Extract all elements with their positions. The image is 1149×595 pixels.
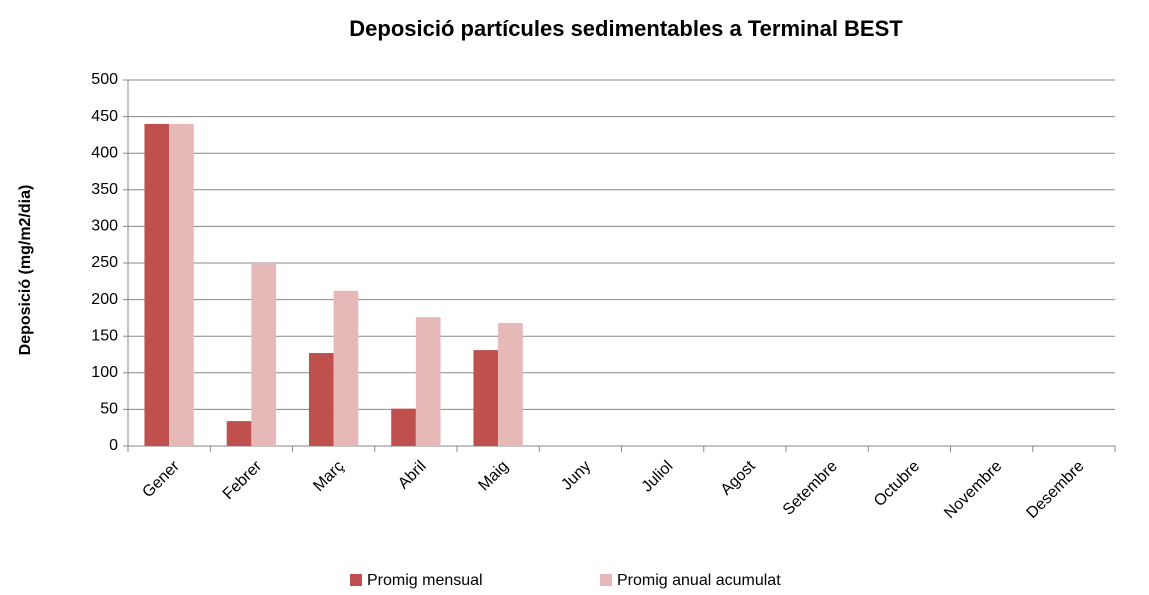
y-tick-label: 100	[91, 364, 118, 381]
bar	[308, 353, 334, 446]
y-tick-label: 200	[91, 291, 118, 308]
y-tick-label: 500	[91, 71, 118, 88]
y-tick-label: 250	[91, 254, 118, 271]
x-tick-label: Juliol	[639, 458, 677, 496]
bar	[391, 408, 416, 446]
x-tick-label: Setembre	[780, 458, 841, 519]
y-axis-title: Deposició (mg/m2/dia)	[17, 185, 34, 356]
x-tick-label: Desembre	[1023, 458, 1087, 522]
legend-label: Promig anual acumulat	[617, 572, 781, 589]
x-tick-label: Juny	[558, 458, 594, 494]
bar	[226, 421, 252, 446]
legend-label: Promig mensual	[367, 572, 483, 589]
legend-swatch	[350, 574, 362, 586]
x-tick-label: Març	[310, 458, 347, 495]
bar	[251, 263, 277, 446]
bar	[415, 317, 441, 446]
bar	[498, 323, 523, 446]
bar	[333, 290, 359, 446]
x-tick-label: Octubre	[871, 458, 923, 510]
x-tick-label: Agost	[718, 457, 759, 498]
legend-swatch	[600, 574, 612, 586]
chart-title: Deposició partícules sedimentables a Ter…	[349, 16, 903, 41]
x-tick-label: Abril	[395, 458, 430, 493]
x-tick-label: Maig	[475, 458, 512, 495]
bar	[144, 123, 170, 447]
y-tick-label: 450	[91, 108, 118, 125]
y-tick-label: 400	[91, 144, 118, 161]
y-tick-label: 300	[91, 218, 118, 235]
y-tick-label: 0	[109, 437, 118, 454]
bar	[169, 123, 194, 447]
bar	[473, 350, 499, 446]
y-tick-label: 350	[91, 181, 118, 198]
x-tick-label: Febrer	[220, 457, 266, 503]
y-tick-label: 50	[100, 401, 118, 418]
x-tick-label: Novembre	[941, 458, 1005, 522]
y-tick-label: 150	[91, 327, 118, 344]
x-tick-label: Gener	[139, 457, 183, 501]
